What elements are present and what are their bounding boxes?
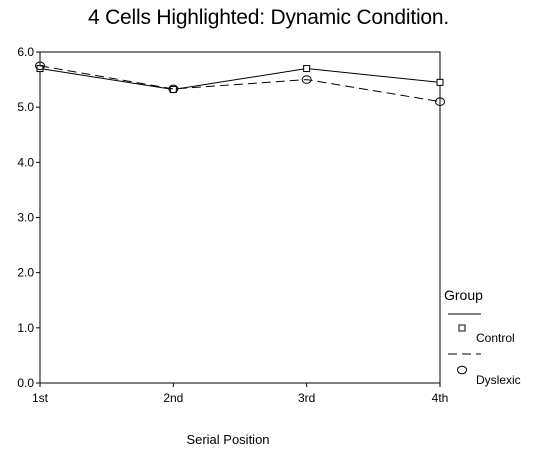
plot-frame xyxy=(39,51,441,384)
y-tick-label: 4.0 xyxy=(17,155,34,169)
x-tick-label: 3rd xyxy=(298,391,315,405)
series-line-control xyxy=(39,68,441,91)
legend: Group Control Dyslexic xyxy=(444,287,521,387)
x-tick-label: 4th xyxy=(432,391,449,405)
data-point-dyslexic xyxy=(435,97,445,106)
x-tick-label: 2nd xyxy=(163,391,183,405)
series-line-dyslexic xyxy=(39,65,441,103)
y-tick-label: 1.0 xyxy=(17,321,34,335)
legend-marker-control xyxy=(458,324,466,332)
series-dyslexic xyxy=(35,61,445,106)
data-point-control xyxy=(169,86,177,94)
data-point-control xyxy=(303,65,311,73)
y-tick-label: 0.0 xyxy=(17,376,34,390)
data-point-dyslexic xyxy=(168,84,179,94)
legend-title: Group xyxy=(444,287,483,303)
data-point-dyslexic xyxy=(35,61,45,71)
y-tick-label: 6.0 xyxy=(17,45,34,59)
x-axis-label: Serial Position xyxy=(186,432,269,447)
series-layer xyxy=(35,61,445,106)
data-point-control xyxy=(436,78,444,86)
axes: 0.0 1.0 2.0 3.0 4.0 5.0 6.0 1st 2nd 3rd 4th Serial … xyxy=(17,45,448,447)
legend-label-dyslexic: Dyslexic xyxy=(476,373,521,387)
y-tick-label: 5.0 xyxy=(17,100,34,114)
chart-title: 4 Cells Highlighted: Dynamic Condition. xyxy=(87,6,450,29)
legend-label-control: Control xyxy=(476,331,515,345)
series-control xyxy=(36,65,444,94)
x-tick-label: 1st xyxy=(32,391,49,405)
y-tick-label: 3.0 xyxy=(17,211,34,225)
legend-marker-dyslexic xyxy=(457,365,467,375)
y-tick-label: 2.0 xyxy=(17,266,34,280)
data-point-dyslexic xyxy=(301,75,312,84)
